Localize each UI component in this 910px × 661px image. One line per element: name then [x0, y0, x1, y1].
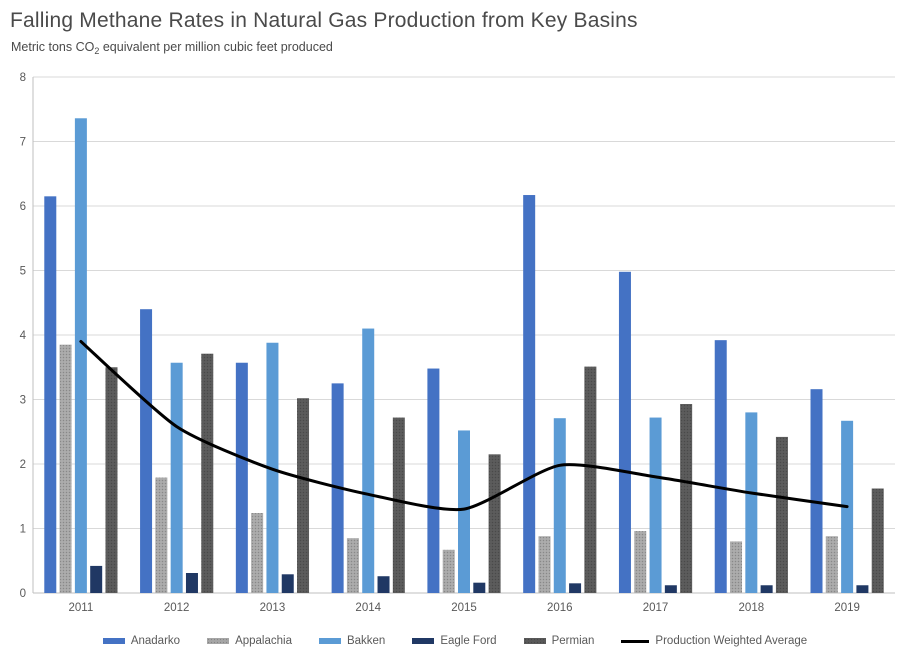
bar-permian-2014 [392, 417, 405, 593]
bar-bakken-2012 [170, 362, 183, 593]
bar-eagle-ford-2015 [473, 582, 486, 593]
bar-bakken-2016 [553, 418, 566, 593]
legend-swatch [523, 638, 546, 644]
bar-appalachia-2014 [346, 538, 359, 593]
bar-permian-2017 [680, 404, 693, 593]
x-tick-label: 2013 [260, 602, 286, 614]
bar-bakken-2017 [649, 417, 662, 593]
chart-subtitle: Metric tons CO2 equivalent per million c… [11, 40, 333, 56]
bar-series-permian [105, 353, 884, 593]
x-tick-label: 2012 [164, 602, 190, 614]
bar-permian-2013 [297, 398, 310, 593]
bar-series-bakken [74, 118, 854, 593]
legend-label: Production Weighted Average [655, 635, 808, 647]
x-tick-label: 2019 [834, 602, 860, 614]
chart-legend: Anadarko Appalachia Bakken Eagle Ford Permia… [0, 631, 910, 651]
bar-bakken-2011 [74, 118, 87, 593]
bar-permian-2018 [775, 436, 788, 593]
x-tick-label: 2015 [451, 602, 477, 614]
subtitle-pre: Metric tons CO [11, 40, 95, 54]
y-tick-label: 7 [20, 137, 26, 149]
subtitle-subscript: 2 [94, 46, 100, 56]
y-tick-label: 5 [20, 266, 26, 278]
bar-series-eagle-ford [90, 565, 869, 593]
legend-label: Eagle Ford [440, 635, 497, 647]
bar-bakken-2015 [458, 430, 470, 593]
legend-label: Bakken [346, 635, 386, 647]
legend-item-appalachia: Appalachia [207, 635, 292, 647]
bar-anadarko-2012 [140, 309, 153, 593]
x-tick-label: 2017 [643, 602, 669, 614]
bar-eagle-ford-2013 [281, 574, 294, 593]
bar-anadarko-2013 [235, 362, 248, 593]
bar-eagle-ford-2016 [569, 583, 582, 593]
bar-anadarko-2011 [44, 196, 57, 593]
y-tick-label: 1 [20, 524, 26, 536]
y-tick-label: 4 [20, 330, 27, 342]
legend-item-permian: Permian [523, 635, 595, 647]
bar-eagle-ford-2011 [90, 565, 103, 593]
bar-anadarko-2017 [618, 271, 631, 593]
chart-title: Falling Methane Rates in Natural Gas Pro… [10, 9, 638, 32]
legend-item-eagle-ford: Eagle Ford [412, 635, 497, 647]
bar-series-appalachia [59, 344, 838, 593]
y-tick-label: 0 [20, 588, 26, 600]
legend-swatch [102, 638, 125, 644]
bar-appalachia-2011 [59, 344, 72, 593]
axis-labels: 0 1 2 3 4 5 6 7 8 2011 2012 2013 2014 2015 2016 2017 201… [20, 72, 860, 614]
bar-permian-2012 [201, 353, 214, 593]
legend-item-bakken: Bakken [318, 635, 386, 647]
weighted-average-line [79, 339, 849, 512]
bar-eagle-ford-2019 [856, 585, 869, 593]
bar-eagle-ford-2014 [377, 576, 390, 593]
bar-anadarko-2018 [714, 340, 727, 593]
y-tick-label: 2 [20, 459, 26, 471]
bar-permian-2011 [105, 367, 118, 593]
x-tick-label: 2011 [69, 602, 94, 614]
bar-bakken-2018 [745, 412, 758, 593]
bar-anadarko-2016 [523, 195, 536, 593]
bar-appalachia-2013 [251, 513, 264, 593]
legend-item-anadarko: Anadarko [102, 635, 181, 647]
legend-label: Anadarko [130, 635, 181, 647]
bar-permian-2019 [871, 488, 884, 593]
bar-anadarko-2019 [810, 389, 823, 593]
bar-appalachia-2016 [538, 536, 551, 593]
production-weighted-average-line [79, 339, 849, 512]
bar-series-anadarko [44, 195, 823, 593]
bar-appalachia-2019 [825, 536, 838, 593]
subtitle-post: equivalent per million cubic feet produc… [99, 40, 333, 54]
bar-permian-2015 [488, 454, 501, 593]
bar-permian-2016 [584, 366, 597, 593]
bar-appalachia-2015 [442, 549, 455, 593]
bar-eagle-ford-2017 [664, 585, 677, 593]
legend-label: Appalachia [235, 635, 292, 647]
bar-anadarko-2015 [427, 368, 440, 593]
bar-appalachia-2017 [634, 531, 647, 593]
bar-eagle-ford-2018 [760, 585, 773, 593]
legend-item-production-weighted-average: Production Weighted Average [621, 635, 807, 647]
legend-line-swatch [621, 639, 650, 643]
bar-appalachia-2018 [730, 541, 743, 593]
bar-eagle-ford-2012 [185, 573, 198, 593]
y-tick-label: 8 [20, 72, 26, 84]
x-tick-label: 2016 [547, 602, 573, 614]
bar-series [44, 118, 884, 593]
legend-swatch [412, 638, 435, 644]
x-tick-label: 2018 [739, 602, 765, 614]
legend-swatch [207, 638, 230, 644]
y-tick-label: 3 [20, 395, 26, 407]
y-tick-label: 6 [20, 201, 26, 213]
bar-appalachia-2012 [155, 477, 168, 593]
legend-label: Permian [551, 635, 595, 647]
legend-swatch [318, 638, 341, 644]
bar-bakken-2014 [362, 328, 375, 593]
x-tick-label: 2014 [355, 602, 381, 614]
